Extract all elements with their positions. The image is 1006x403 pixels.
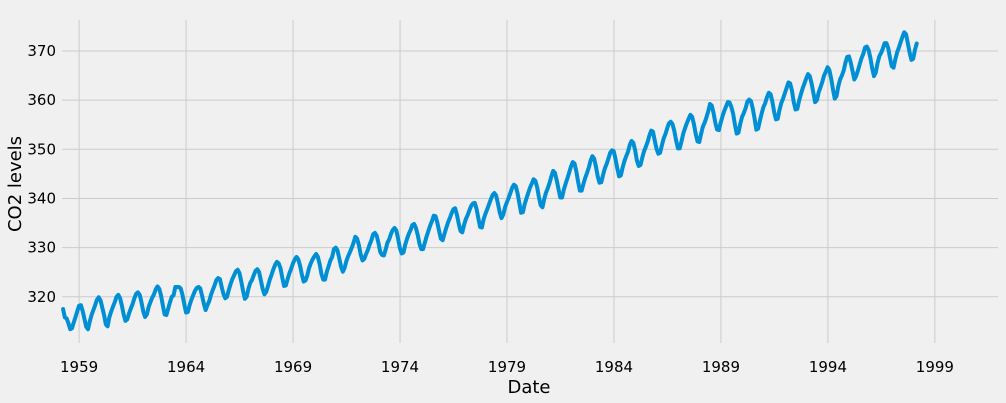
x-tick-label: 1979 bbox=[488, 358, 526, 376]
x-tick-label: 1969 bbox=[274, 358, 312, 376]
y-tick-label: 370 bbox=[27, 42, 56, 60]
x-tick-label: 1964 bbox=[167, 358, 205, 376]
tick-labels: 1959 1964 1969 1974 1979 1984 1989 1994 1999 320 3… bbox=[27, 42, 954, 376]
x-tick-label: 1974 bbox=[381, 358, 419, 376]
x-tick-label: 1999 bbox=[916, 358, 954, 376]
x-tick-label: 1984 bbox=[595, 358, 633, 376]
grid-lines bbox=[62, 20, 998, 343]
y-tick-label: 330 bbox=[27, 239, 56, 257]
x-axis-label: Date bbox=[507, 377, 550, 398]
co2-series-line bbox=[61, 30, 919, 332]
y-tick-label: 360 bbox=[27, 91, 56, 109]
y-tick-label: 320 bbox=[27, 288, 56, 306]
y-axis-label: CO2 levels bbox=[5, 136, 26, 232]
x-tick-label: 1994 bbox=[809, 358, 847, 376]
y-tick-label: 340 bbox=[27, 189, 56, 207]
x-tick-label: 1959 bbox=[60, 358, 98, 376]
x-tick-label: 1989 bbox=[702, 358, 740, 376]
y-tick-label: 350 bbox=[27, 140, 56, 158]
